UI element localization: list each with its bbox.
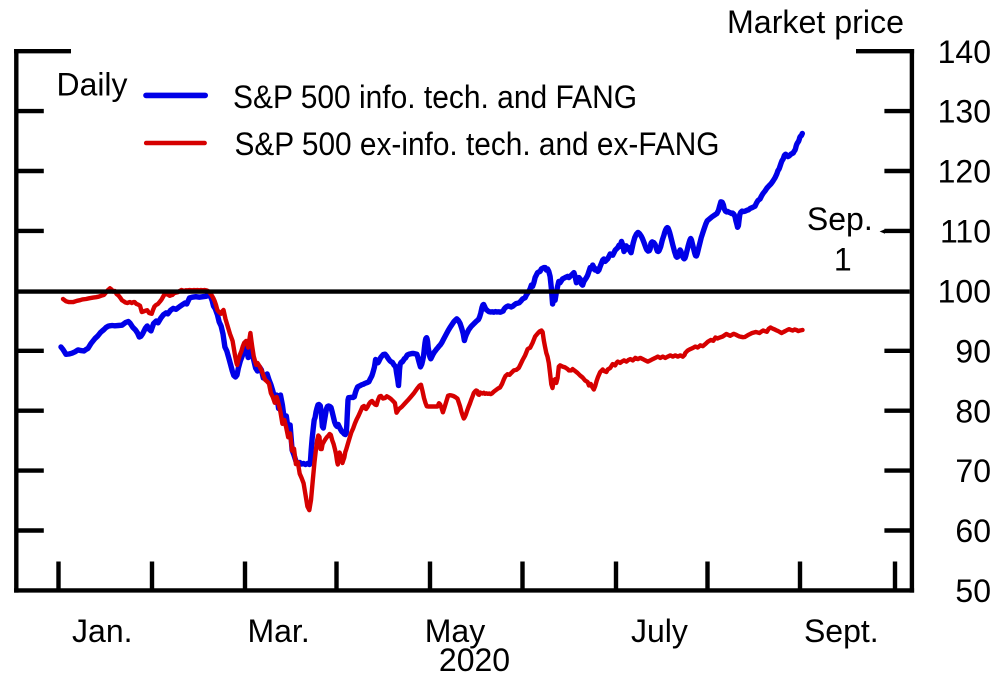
svg-text:Sep.: Sep. bbox=[807, 201, 873, 237]
svg-text:70: 70 bbox=[955, 453, 991, 489]
svg-text:July: July bbox=[631, 613, 688, 649]
svg-text:50: 50 bbox=[955, 573, 991, 609]
svg-text:60: 60 bbox=[955, 513, 991, 549]
svg-text:2020: 2020 bbox=[439, 642, 510, 678]
svg-text:80: 80 bbox=[955, 393, 991, 429]
svg-text:Jan.: Jan. bbox=[72, 613, 132, 649]
svg-text:Daily: Daily bbox=[57, 67, 128, 103]
svg-text:100: 100 bbox=[938, 273, 991, 309]
svg-text:May: May bbox=[425, 613, 485, 649]
svg-text:S&P 500 ex-info. tech. and ex-: S&P 500 ex-info. tech. and ex-FANG bbox=[235, 126, 720, 162]
svg-text:Mar.: Mar. bbox=[247, 613, 309, 649]
svg-text:1: 1 bbox=[834, 241, 852, 277]
svg-text:Market price: Market price bbox=[727, 4, 904, 40]
svg-text:S&P 500 info. tech. and FANG: S&P 500 info. tech. and FANG bbox=[233, 79, 637, 115]
svg-text:90: 90 bbox=[955, 333, 991, 369]
svg-text:140: 140 bbox=[938, 34, 991, 70]
svg-text:110: 110 bbox=[940, 214, 991, 250]
svg-text:Sept.: Sept. bbox=[804, 613, 879, 649]
svg-text:120: 120 bbox=[938, 154, 991, 190]
svg-text:130: 130 bbox=[938, 94, 991, 130]
